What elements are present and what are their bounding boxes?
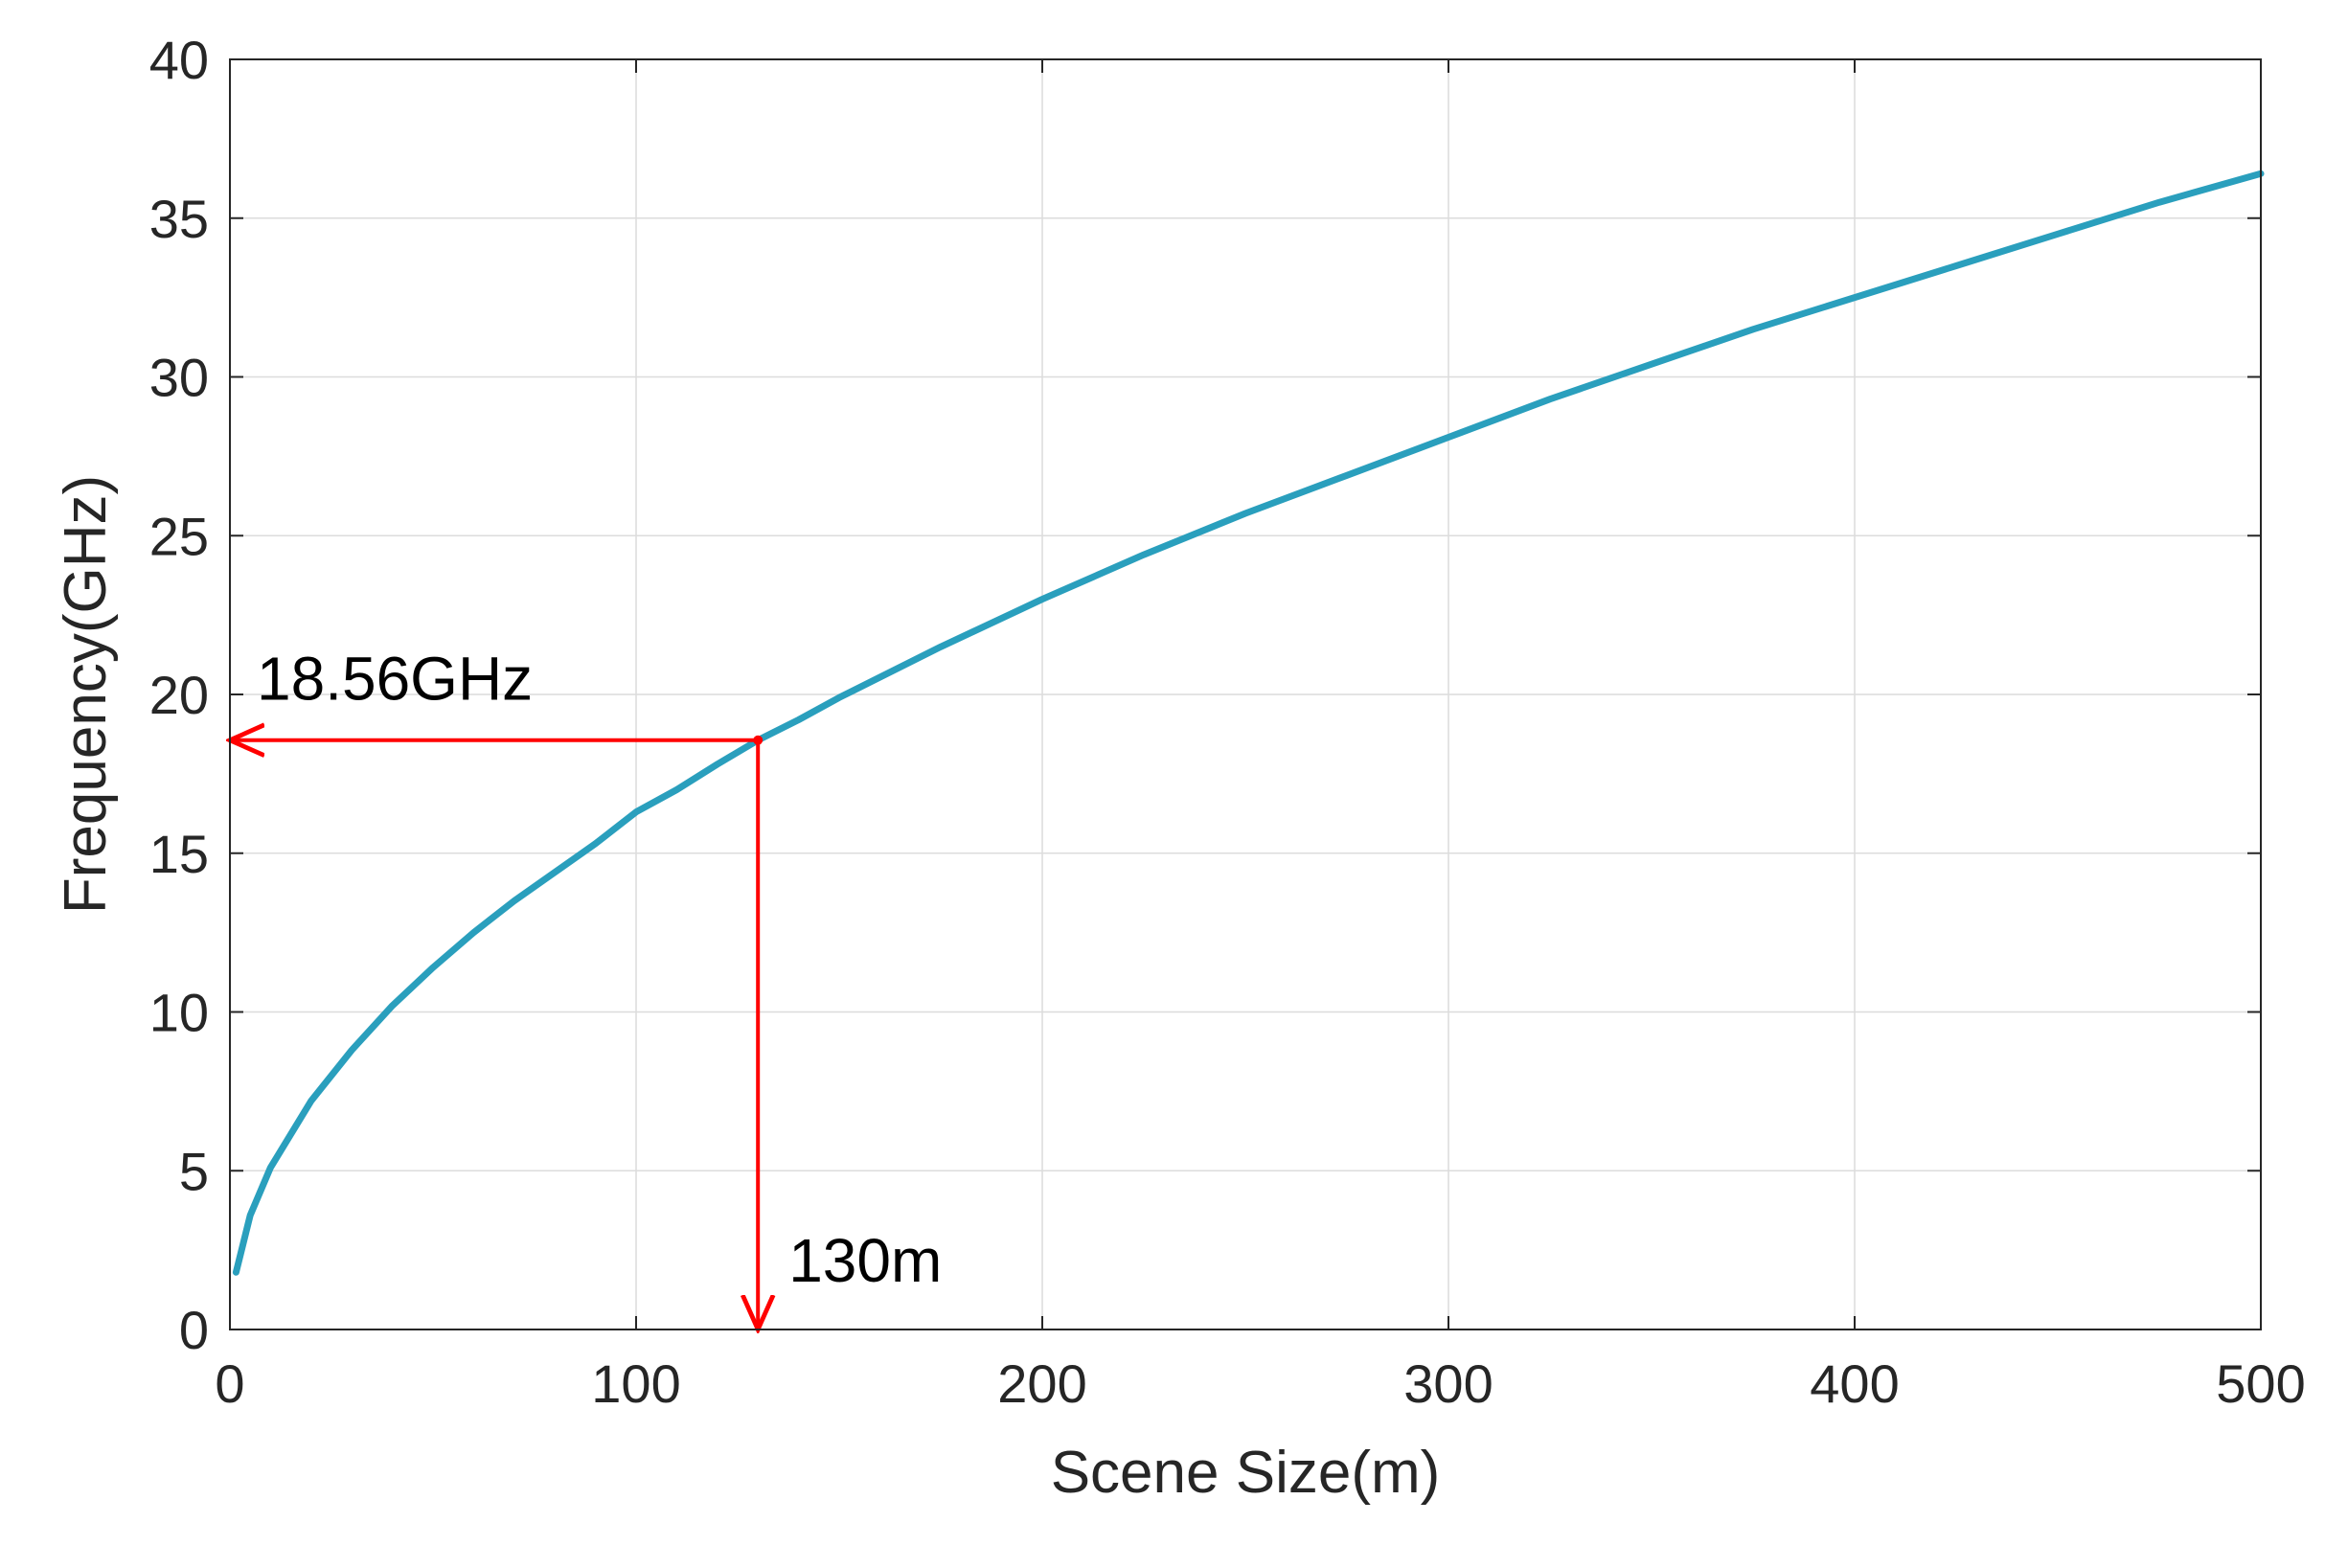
x-tick-label: 400 (1810, 1353, 1899, 1414)
y-tick-label: 15 (149, 824, 209, 884)
y-tick-label: 10 (149, 983, 209, 1043)
y-tick-label: 30 (149, 348, 209, 408)
x-tick-label: 200 (997, 1353, 1086, 1414)
x-axis-label: Scene Size(m) (1051, 1440, 1441, 1506)
x-tick-label: 300 (1403, 1353, 1493, 1414)
annotation-point (753, 735, 764, 745)
series-layer (232, 170, 2265, 1276)
y-tick-label: 5 (179, 1141, 209, 1201)
ticks: 0 100 200 300 400 500 0 5 10 15 20 25 30 35 40 (149, 30, 2306, 1414)
grid (229, 58, 2262, 1330)
x-tick-label: 0 (215, 1353, 244, 1414)
y-tick-label: 40 (149, 30, 209, 90)
x-tick-label: 500 (2216, 1353, 2305, 1414)
annotations: 18.56GHz 130m (230, 645, 942, 1329)
y-tick-label: 25 (149, 506, 209, 566)
annotation-label: 130m (788, 1226, 942, 1295)
x-tick-label: 100 (591, 1353, 680, 1414)
y-tick-label: 35 (149, 189, 209, 249)
y-tick-label: 20 (149, 665, 209, 725)
annotation-label: 18.56GHz (257, 645, 533, 714)
series-line (232, 170, 2265, 1276)
y-axis-label: Frequency(GHz) (53, 475, 119, 914)
y-tick-label: 0 (179, 1300, 209, 1360)
